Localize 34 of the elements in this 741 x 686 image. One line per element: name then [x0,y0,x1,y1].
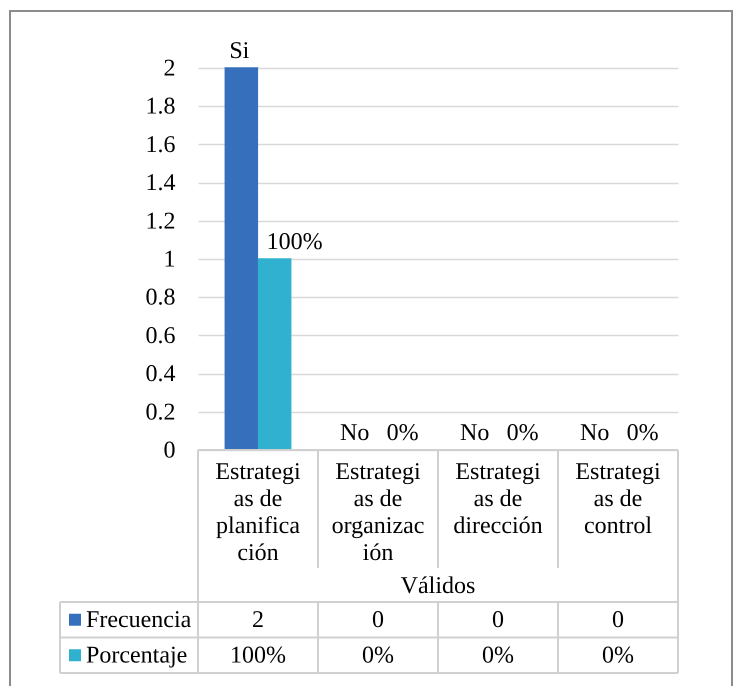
data-label: 0 [372,606,384,633]
y-tick-label: 1 [164,246,176,272]
x-tick-label: Estrategias de organización [332,459,424,566]
y-tick-label: 0.2 [146,399,176,426]
x-tick-label: Estrategias de control [575,459,661,539]
annotation: Si [229,38,250,64]
data-label: 0% [602,642,634,668]
annotation: 100% [266,229,323,255]
annotation: 0% [386,420,419,446]
annotation: 0% [626,420,659,446]
y-tick-label: 0 [164,438,176,464]
y-tick-label: 1.2 [146,208,176,234]
legend-label: Porcentaje [86,642,188,668]
data-label: 0 [612,606,624,633]
x-tick-label: Estrategias de planificación [215,459,301,566]
y-tick-label: 2 [164,56,176,82]
legend-label: Frecuencia [86,606,192,633]
data-label: 0% [482,642,514,668]
data-label: 100% [230,642,286,668]
x-axis-title: Válidos [400,573,476,599]
data-label: 0 [492,606,504,633]
y-tick-label: 1.4 [146,170,176,196]
y-tick-label: 0.4 [146,361,176,388]
x-tick-label: Estrategias de dirección [453,459,543,539]
data-label: 2 [252,606,264,633]
annotation: No [340,420,370,446]
annotation: No [580,420,610,446]
data-label: 0% [362,642,394,668]
annotation: 0% [506,420,539,446]
y-tick-label: 0.8 [146,284,176,311]
y-tick-label: 0.6 [146,322,176,349]
y-tick-label: 1.6 [146,132,176,158]
y-tick-label: 1.8 [146,94,176,120]
annotation: No [460,420,490,446]
